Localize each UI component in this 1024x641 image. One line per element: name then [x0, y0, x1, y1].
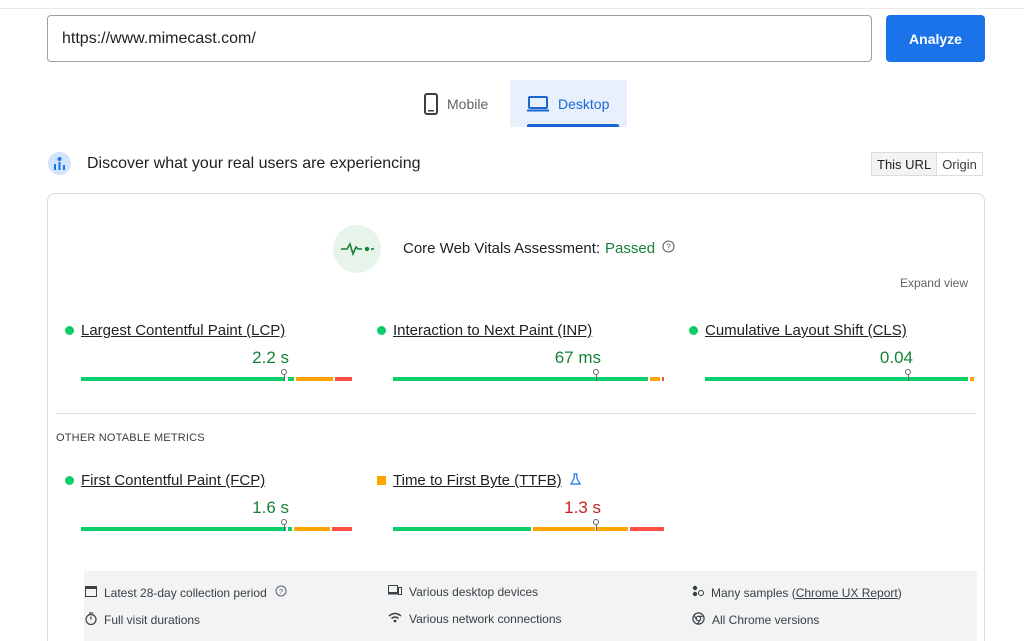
top-divider — [0, 8, 1024, 9]
distribution-bar — [81, 369, 352, 381]
metric-cls: Cumulative Layout Shift (CLS) 0.04 — [689, 322, 974, 381]
calendar-icon — [85, 585, 104, 600]
metric-cls-link[interactable]: Cumulative Layout Shift (CLS) — [705, 322, 907, 339]
tab-desktop-label: Desktop — [558, 95, 610, 112]
cwv-assessment-status: Passed — [605, 240, 656, 257]
metric-ttfb-link[interactable]: Time to First Byte (TTFB) — [393, 472, 562, 489]
crux-users-icon — [48, 152, 71, 175]
mobile-icon — [424, 92, 447, 115]
distribution-bar — [81, 519, 352, 531]
help-icon[interactable]: ? — [662, 240, 675, 257]
field-data-card — [47, 193, 985, 641]
status-dot — [689, 326, 698, 335]
url-input[interactable] — [47, 15, 872, 62]
distribution-bar — [705, 369, 976, 381]
svg-text:?: ? — [279, 587, 283, 596]
info-durations-text: Full visit durations — [104, 613, 201, 627]
metric-cls-value: 0.04 — [879, 348, 913, 367]
info-samples-prefix: Many samples ( — [711, 585, 796, 600]
section-divider — [56, 413, 976, 414]
url-origin-toggle: This URL Origin — [871, 152, 983, 176]
stopwatch-icon — [85, 612, 104, 628]
tab-mobile[interactable]: Mobile — [411, 80, 509, 127]
metric-ttfb: Time to First Byte (TTFB) 1.3 s — [377, 472, 664, 531]
chrome-icon — [692, 612, 712, 628]
metric-inp: Interaction to Next Paint (INP) 67 ms — [377, 322, 664, 381]
distribution-bar — [393, 519, 664, 531]
vitals-pulse-icon — [333, 225, 381, 273]
info-samples: Many samples (Chrome UX Report) — [692, 585, 902, 600]
info-samples-suffix: ) — [897, 585, 902, 600]
marker-pin — [593, 369, 600, 381]
marker-pin — [905, 369, 912, 381]
status-dot — [65, 326, 74, 335]
status-dot — [65, 476, 74, 485]
data-info-panel — [84, 571, 977, 641]
info-devices-text: Various desktop devices — [409, 585, 539, 599]
devices-icon — [388, 585, 409, 599]
info-versions-text: All Chrome versions — [712, 613, 820, 627]
origin-button[interactable]: Origin — [942, 156, 977, 172]
analyze-button[interactable]: Analyze — [886, 15, 985, 62]
info-period-text: Latest 28-day collection period — [104, 585, 267, 600]
desktop-icon — [527, 95, 558, 112]
tab-desktop[interactable]: Desktop — [510, 80, 627, 127]
distribution-bar — [393, 369, 664, 381]
info-versions: All Chrome versions — [692, 612, 819, 628]
marker-pin — [281, 369, 288, 381]
metric-lcp-link[interactable]: Largest Contentful Paint (LCP) — [81, 322, 286, 339]
metric-lcp: Largest Contentful Paint (LCP) 2.2 s — [65, 322, 352, 381]
metric-fcp-value: 1.6 s — [252, 498, 289, 517]
experimental-flask-icon — [569, 472, 581, 489]
status-square — [377, 476, 386, 485]
tab-mobile-label: Mobile — [447, 95, 489, 112]
info-durations: Full visit durations — [85, 612, 200, 628]
this-url-button[interactable]: This URL — [872, 153, 938, 175]
expand-view-link[interactable]: Expand view — [899, 276, 968, 290]
metric-lcp-value: 2.2 s — [252, 348, 289, 367]
metric-inp-value: 67 ms — [554, 348, 601, 367]
info-period: Latest 28-day collection period ? — [85, 585, 294, 600]
status-dot — [377, 326, 386, 335]
marker-pin — [281, 519, 288, 531]
wifi-icon — [388, 612, 409, 626]
discover-heading: Discover what your real users are experi… — [87, 155, 421, 172]
active-tab-indicator — [527, 124, 619, 127]
samples-icon — [692, 585, 711, 600]
cwv-assessment: Core Web Vitals Assessment: Passed ? — [403, 240, 675, 257]
chrome-ux-report-link[interactable]: Chrome UX Report — [795, 585, 898, 600]
info-devices: Various desktop devices — [388, 585, 538, 599]
info-network-text: Various network connections — [409, 612, 562, 626]
other-metrics-heading: OTHER NOTABLE METRICS — [56, 432, 205, 444]
cwv-assessment-label: Core Web Vitals Assessment: — [403, 240, 601, 257]
marker-pin — [593, 519, 600, 531]
metric-inp-link[interactable]: Interaction to Next Paint (INP) — [393, 322, 593, 339]
svg-text:?: ? — [666, 243, 671, 252]
metric-ttfb-value: 1.3 s — [564, 498, 601, 517]
info-network: Various network connections — [388, 612, 562, 626]
metric-fcp-link[interactable]: First Contentful Paint (FCP) — [81, 472, 266, 489]
help-icon[interactable]: ? — [275, 585, 294, 600]
metric-fcp: First Contentful Paint (FCP) 1.6 s — [65, 472, 352, 531]
